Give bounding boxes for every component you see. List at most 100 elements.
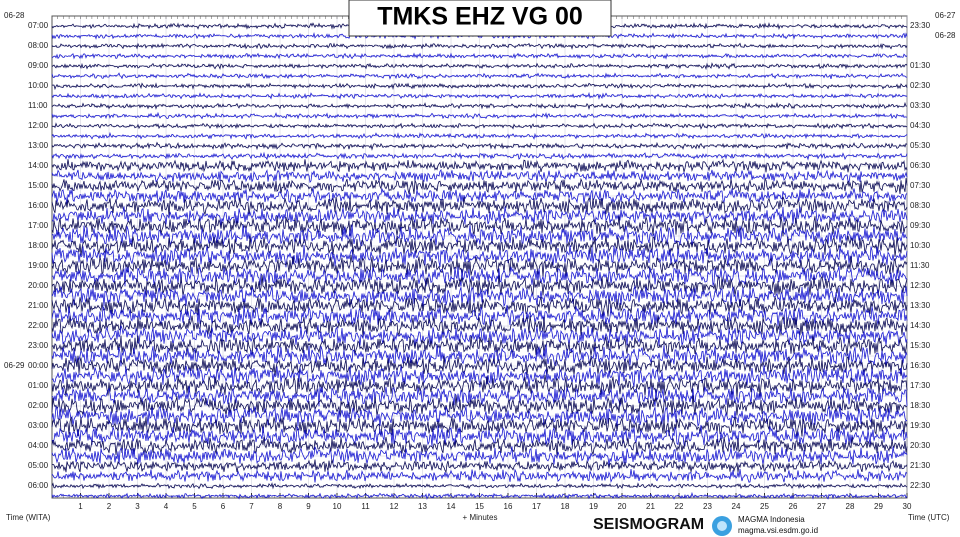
trace [51, 177, 908, 195]
y-tick-label: 13:00 [28, 141, 49, 150]
y-tick-label: 20:00 [28, 281, 49, 290]
y-tick-label-right: 07:30 [910, 181, 931, 190]
x-tick-label: 11 [361, 502, 370, 511]
trace [51, 254, 908, 278]
x-tick-label: 26 [789, 502, 798, 511]
trace [51, 335, 908, 356]
x-tick-label: 1 [78, 502, 83, 511]
y-tick-label: 17:00 [28, 221, 49, 230]
y-tick-label: 07:00 [28, 21, 49, 30]
y-tick-label-right: 19:30 [910, 421, 931, 430]
x-tick-label: 13 [418, 502, 427, 511]
date-label: 06-27 [935, 11, 956, 20]
x-tick-label: 29 [874, 502, 883, 511]
trace [51, 304, 908, 327]
x-tick-label: 21 [646, 502, 655, 511]
y-tick-label: 12:00 [28, 121, 49, 130]
y-tick-label: 22:00 [28, 321, 49, 330]
y-tick-label-right: 02:30 [910, 81, 931, 90]
y-tick-label: 14:00 [28, 161, 49, 170]
trace [51, 141, 908, 151]
y-tick-label-right: 01:30 [910, 61, 931, 70]
y-tick-label: 05:00 [28, 461, 49, 470]
trace [51, 285, 908, 308]
y-tick-label-right: 08:30 [910, 201, 931, 210]
x-tick-label: 23 [703, 502, 712, 511]
y-tick-label-right: 22:30 [910, 481, 931, 490]
trace [51, 131, 908, 140]
y-tick-label-right: 12:30 [910, 281, 931, 290]
trace [51, 446, 908, 466]
date-label: 06-28 [4, 11, 25, 20]
trace [51, 405, 908, 428]
logo-url: magma.vsi.esdm.go.id [738, 526, 818, 535]
x-tick-label: 20 [618, 502, 627, 511]
y-tick-label: 02:00 [28, 401, 49, 410]
trace [51, 52, 908, 60]
y-tick-label: 00:00 [28, 361, 49, 370]
y-tick-label-right: 18:30 [910, 401, 931, 410]
trace [51, 244, 908, 268]
x-tick-label: 19 [589, 502, 598, 511]
x-tick-label: 25 [760, 502, 769, 511]
trace [51, 324, 908, 347]
y-tick-label-right: 05:30 [910, 141, 931, 150]
date-label: 06-28 [935, 31, 956, 40]
logo-icon [717, 521, 727, 531]
trace [51, 72, 907, 80]
trace [52, 224, 908, 247]
trace [51, 215, 908, 237]
y-tick-label: 18:00 [28, 241, 49, 250]
y-tick-label: 11:00 [28, 101, 48, 110]
y-tick-label: 01:00 [28, 381, 49, 390]
x-tick-label: 18 [561, 502, 570, 511]
trace [51, 364, 908, 388]
trace [51, 187, 908, 205]
x-tick-label: 27 [817, 502, 826, 511]
y-tick-label-right: 04:30 [910, 121, 931, 130]
y-tick-label-right: 10:30 [910, 241, 931, 250]
x-tick-label: 30 [903, 502, 912, 511]
trace [51, 296, 908, 318]
y-tick-label: 06:00 [28, 481, 49, 490]
y-tick-label-right: 09:30 [910, 221, 931, 230]
x-tick-label: 28 [846, 502, 855, 511]
trace [51, 315, 908, 338]
x-tick-label: 16 [504, 502, 513, 511]
trace [51, 424, 908, 447]
trace [51, 62, 908, 71]
y-tick-label: 10:00 [28, 81, 49, 90]
y-tick-label: 23:00 [28, 341, 49, 350]
x-tick-label: 8 [278, 502, 283, 511]
x-tick-label: 2 [107, 502, 112, 511]
date-label: 06-29 [4, 361, 25, 370]
y-tick-label-right: 23:30 [910, 21, 931, 30]
trace [51, 206, 908, 226]
x-axis-label: Time (UTC) [908, 513, 950, 522]
y-tick-label-right: 03:30 [910, 101, 931, 110]
trace [51, 436, 908, 457]
y-tick-label: 16:00 [28, 201, 49, 210]
x-tick-label: 5 [192, 502, 197, 511]
x-tick-label: 10 [333, 502, 342, 511]
y-tick-label-right: 16:30 [910, 361, 931, 370]
x-tick-label: 17 [532, 502, 541, 511]
trace [51, 468, 908, 484]
y-tick-label: 08:00 [28, 41, 49, 50]
x-tick-label: 9 [306, 502, 311, 511]
y-tick-label: 03:00 [28, 421, 49, 430]
y-tick-label-right: 13:30 [910, 301, 931, 310]
y-tick-label-right: 14:30 [910, 321, 931, 330]
trace [51, 374, 908, 398]
trace [51, 458, 908, 474]
y-tick-label: 09:00 [28, 61, 49, 70]
y-tick-label: 19:00 [28, 261, 49, 270]
y-tick-label: 15:00 [28, 181, 49, 190]
logo-name: SEISMOGRAM [593, 516, 704, 533]
logo-org: MAGMA Indonesia [738, 515, 805, 524]
trace [51, 111, 908, 120]
x-axis-label: + Minutes [463, 513, 498, 522]
y-tick-label-right: 15:30 [910, 341, 931, 350]
trace [51, 101, 908, 111]
trace [51, 158, 908, 173]
